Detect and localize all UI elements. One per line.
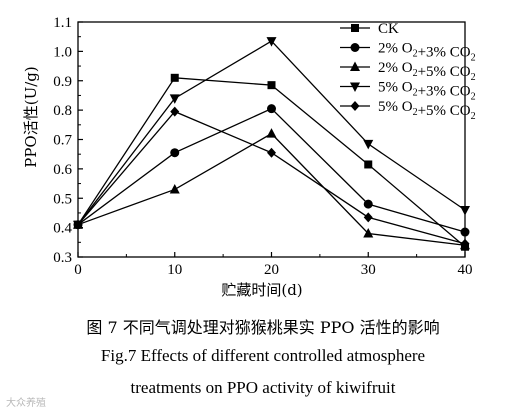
watermark-logo: 大众养殖 [6, 394, 46, 409]
y-tick-label: 0.6 [53, 162, 72, 178]
legend-label: 2% O2+5% CO2 [378, 60, 476, 83]
legend-label: CK [378, 21, 399, 37]
y-tick-label: 0.9 [53, 74, 72, 90]
data-point-diamond [267, 147, 276, 158]
data-point-diamond [170, 106, 180, 117]
data-point-triangle-down [169, 94, 180, 104]
legend-marker-diamond [350, 101, 360, 111]
legend-marker-square [351, 24, 359, 32]
y-tick-label: 0.5 [53, 191, 72, 207]
x-tick-label: 0 [74, 262, 82, 278]
figure-caption-english-line-1: Fig.7 Effects of different controlled at… [100, 346, 426, 365]
watermark-text: 大众养殖 [6, 398, 46, 409]
data-point-circle [170, 148, 180, 158]
plot-frame [77, 21, 466, 258]
data-point-diamond [363, 212, 373, 223]
legend-marker-triangle-down [350, 82, 360, 92]
legend-label: 5% O2+5% CO2 [378, 99, 476, 122]
data-point-circle [363, 199, 373, 209]
data-point-square [267, 81, 276, 90]
x-tick-label: 20 [264, 262, 279, 278]
y-tick-label: 0.4 [53, 221, 72, 237]
legend-label: 5% O2+3% CO2 [378, 80, 476, 103]
x-tick-label: 30 [361, 262, 376, 278]
data-point-diamond [460, 238, 470, 249]
figure-caption-english-line-2: treatments on PPO activity of kiwifruit [130, 378, 396, 397]
legend-marker-triangle-up [350, 61, 360, 71]
axis-ticks [77, 21, 466, 258]
data-point-triangle-up [363, 228, 374, 238]
y-tick-label: 0.3 [53, 250, 72, 266]
data-point-triangle-up [266, 128, 277, 138]
legend-marker-circle [350, 43, 360, 52]
y-axis-title: PPO活性(U/g) [22, 66, 40, 168]
y-tick-label: 1.1 [53, 15, 72, 31]
figure-caption-chinese: 图 7 不同气调处理对猕猴桃果实 PPO 活性的影响 [86, 318, 440, 337]
data-point-diamond [73, 219, 83, 230]
x-tick-label: 40 [458, 262, 473, 278]
y-tick-label: 1.0 [53, 44, 72, 60]
tick-labels: 0 10 20 30 40 0.3 0.4 0.5 0.6 0.7 0.8 0.9 1.0 1.1 [53, 15, 472, 278]
data-point-circle [460, 227, 470, 237]
data-point-triangle-down [460, 206, 470, 216]
y-tick-label: 0.7 [53, 133, 72, 149]
x-axis-title: 贮藏时间(d) [221, 281, 302, 299]
y-tick-label: 0.8 [53, 103, 72, 119]
data-point-square [364, 160, 373, 169]
legend-label: 2% O2+3% CO2 [378, 41, 476, 64]
data-point-square [170, 73, 179, 82]
data-point-triangle-down [363, 139, 374, 150]
x-tick-label: 10 [167, 262, 182, 278]
series-markers [73, 37, 470, 251]
data-point-triangle-up [169, 183, 180, 194]
data-point-triangle-down [266, 37, 277, 47]
plot-border [77, 21, 466, 258]
data-point-circle [267, 104, 276, 114]
